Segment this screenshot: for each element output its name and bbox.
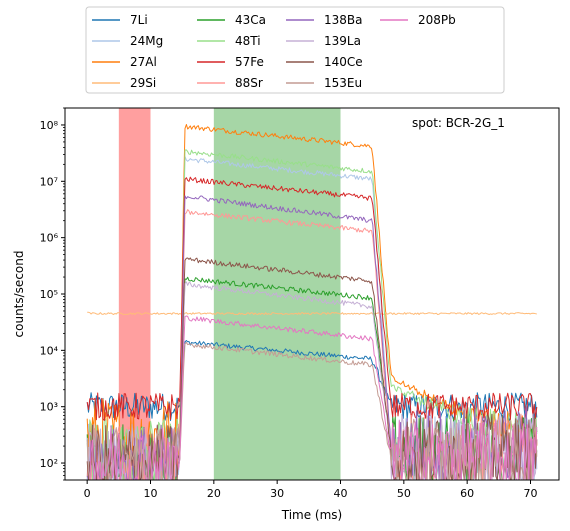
- y-tick-label: 10⁴: [40, 344, 59, 357]
- y-tick-label: 10³: [40, 401, 58, 414]
- legend-label: 138Ba: [324, 13, 363, 27]
- legend-label: 139La: [324, 34, 361, 48]
- x-tick-label: 0: [84, 487, 91, 500]
- x-tick-label: 20: [207, 487, 221, 500]
- legend-label: 7Li: [130, 13, 148, 27]
- x-tick-label: 10: [144, 487, 158, 500]
- y-tick-label: 10⁵: [40, 288, 58, 301]
- x-tick-label: 40: [334, 487, 348, 500]
- legend-label: 27Al: [130, 55, 157, 69]
- legend-label: 29Si: [130, 76, 156, 90]
- series-line-29si: [87, 311, 537, 315]
- y-tick-label: 10⁷: [40, 175, 58, 188]
- spot-annotation: spot: BCR-2G_1: [412, 116, 505, 130]
- y-axis-ticks: 10² 10³ 10⁴ 10⁵ 10⁶ 10⁷ 10⁸: [40, 107, 65, 481]
- legend-label: 57Fe: [235, 55, 264, 69]
- legend-box: [85, 6, 505, 94]
- legend-label: 43Ca: [235, 13, 266, 27]
- shaded-region-1: [118, 108, 151, 480]
- y-tick-label: 10²: [40, 457, 58, 470]
- series-line-208pb: [87, 315, 538, 481]
- legend: 7Li 24Mg 27Al 29Si 43Ca 48Ti 57Fe 88Sr 138Ba 139L…: [85, 6, 505, 94]
- y-axis-label: counts/second: [12, 251, 26, 338]
- x-tick-label: 60: [460, 487, 474, 500]
- legend-label: 153Eu: [324, 76, 362, 90]
- x-tick-label: 50: [397, 487, 411, 500]
- legend-label: 48Ti: [235, 34, 261, 48]
- legend-label: 24Mg: [130, 34, 163, 48]
- x-tick-label: 70: [524, 487, 538, 500]
- x-axis-label: Time (ms): [281, 508, 343, 522]
- legend-label: 140Ce: [324, 55, 363, 69]
- x-tick-label: 30: [270, 487, 284, 500]
- series-lines: [86, 124, 538, 481]
- legend-label: 208Pb: [418, 13, 456, 27]
- x-axis-ticks: 0 10 20 30 40 50 60 70: [84, 480, 538, 500]
- series-line-57fe: [86, 176, 538, 421]
- y-tick-label: 10⁶: [40, 232, 59, 245]
- legend-label: 88Sr: [235, 76, 263, 90]
- y-tick-label: 10⁸: [40, 119, 59, 132]
